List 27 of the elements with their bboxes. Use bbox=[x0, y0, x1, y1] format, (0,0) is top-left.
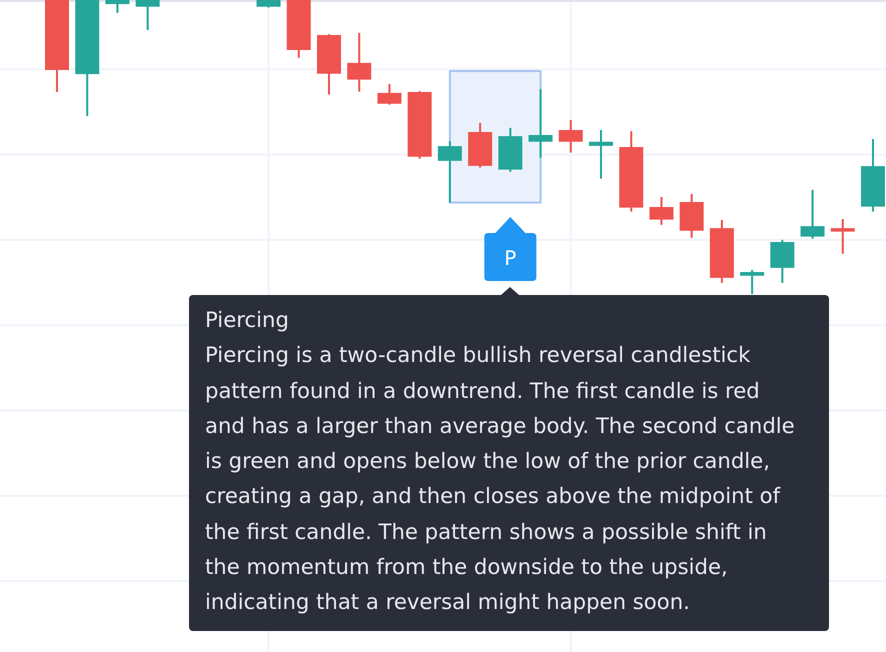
candlestick bbox=[75, 0, 100, 116]
candlestick bbox=[740, 270, 764, 294]
candlestick bbox=[347, 32, 372, 92]
candlestick bbox=[770, 240, 794, 283]
candlestick bbox=[105, 0, 130, 13]
candlestick bbox=[256, 0, 281, 8]
candlestick bbox=[619, 131, 644, 212]
candlestick bbox=[438, 141, 462, 203]
candlestick bbox=[286, 0, 311, 58]
candlestick bbox=[800, 190, 825, 239]
candlestick bbox=[528, 89, 553, 158]
candlestick bbox=[377, 84, 402, 105]
candlestick bbox=[408, 91, 432, 159]
candlestick bbox=[558, 120, 583, 153]
candlestick bbox=[468, 122, 492, 168]
candlestick bbox=[45, 0, 69, 92]
candlestick bbox=[136, 0, 160, 30]
candlestick bbox=[830, 219, 855, 254]
candlestick bbox=[710, 220, 734, 283]
candlestick bbox=[317, 34, 341, 95]
candlestick bbox=[680, 194, 704, 238]
annotation: P bbox=[504, 246, 516, 270]
candlestick bbox=[861, 139, 885, 212]
candlestick bbox=[589, 130, 613, 179]
candlestick bbox=[498, 128, 522, 172]
marker-badge: P bbox=[484, 217, 536, 281]
candlestick bbox=[649, 196, 674, 225]
